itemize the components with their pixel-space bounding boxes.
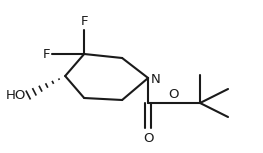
Text: F: F xyxy=(80,15,88,28)
Text: N: N xyxy=(151,73,161,86)
Text: O: O xyxy=(168,88,178,101)
Text: F: F xyxy=(43,47,50,60)
Text: HO: HO xyxy=(6,88,26,101)
Text: O: O xyxy=(143,132,153,145)
